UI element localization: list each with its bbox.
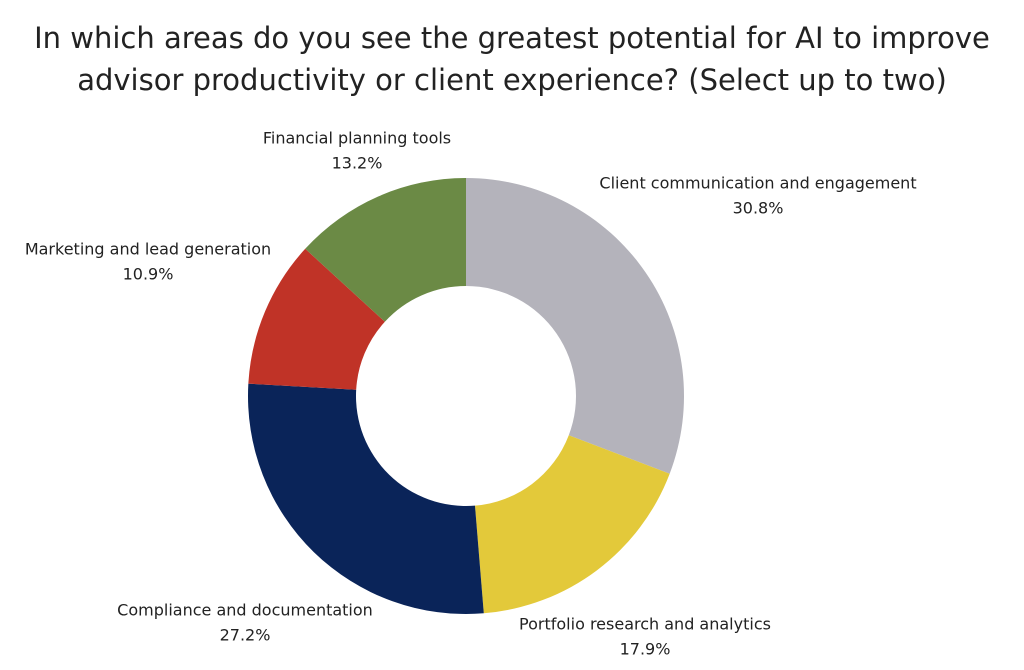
- donut-slice: [466, 178, 684, 474]
- slice-label: Portfolio research and analytics: [519, 615, 771, 634]
- slice-label: Financial planning tools: [263, 129, 451, 148]
- slice-value-label: 17.9%: [620, 640, 671, 659]
- donut-slice: [305, 178, 466, 322]
- slice-label: Compliance and documentation: [117, 601, 373, 620]
- donut-slice: [248, 248, 385, 390]
- slice-value-label: 10.9%: [123, 265, 174, 284]
- slice-label: Marketing and lead generation: [25, 240, 271, 259]
- slice-label: Client communication and engagement: [599, 174, 916, 193]
- chart-title: In which areas do you see the greatest p…: [34, 21, 990, 55]
- donut-slice: [474, 435, 670, 614]
- chart-title: advisor productivity or client experienc…: [77, 63, 947, 97]
- slice-value-label: 30.8%: [733, 199, 784, 218]
- slice-value-label: 13.2%: [332, 154, 383, 173]
- slice-value-label: 27.2%: [220, 626, 271, 645]
- donut-slice: [247, 383, 484, 614]
